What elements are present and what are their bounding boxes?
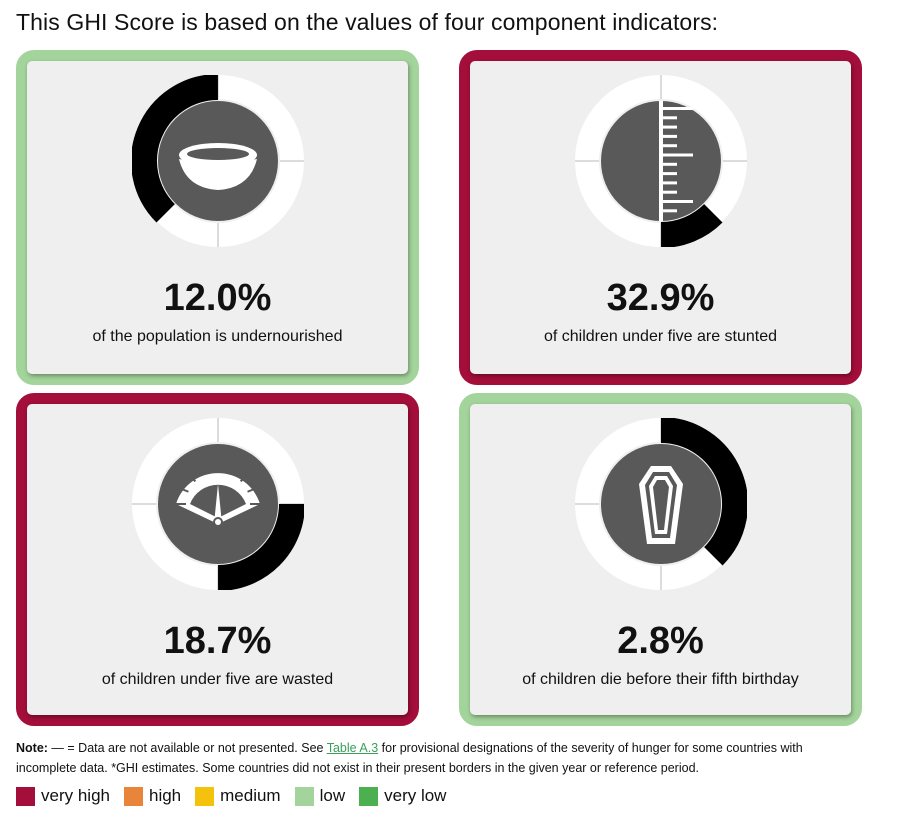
card-panel: 2.8% of children die before their fifth … bbox=[470, 404, 851, 715]
indicator-value: 2.8% bbox=[617, 620, 704, 662]
ruler-tick bbox=[662, 153, 693, 157]
ruler-tick bbox=[662, 209, 677, 213]
indicator-card-child-mortality: 2.8% of children die before their fifth … bbox=[459, 393, 862, 726]
note-text-after: for provisional designations of the seve… bbox=[16, 741, 803, 775]
legend-swatch bbox=[16, 786, 35, 806]
indicator-value: 12.0% bbox=[163, 277, 272, 319]
indicator-arc bbox=[660, 203, 723, 247]
ruler-tick bbox=[662, 200, 693, 203]
ruler-tick bbox=[662, 172, 677, 176]
scale-tick bbox=[178, 487, 189, 493]
legend-label: high bbox=[148, 786, 182, 805]
ruler-tick bbox=[662, 181, 677, 185]
legend-item-high: high bbox=[123, 786, 182, 806]
indicator-value: 32.9% bbox=[606, 277, 715, 319]
card-panel: 18.7% of children under five are wasted bbox=[27, 404, 408, 715]
legend-label: very high bbox=[41, 786, 110, 805]
indicator-card-wasting: 18.7% of children under five are wasted bbox=[16, 393, 419, 726]
indicator-gauge bbox=[574, 418, 747, 590]
footnote: Note: — = Data are not available or not … bbox=[16, 738, 866, 778]
legend-item-very-high: very high bbox=[16, 786, 110, 806]
legend-label: low bbox=[319, 786, 346, 805]
coffin-icon bbox=[638, 466, 683, 544]
legend-item-low: low bbox=[294, 786, 346, 806]
indicator-value: 18.7% bbox=[163, 620, 272, 662]
indicator-gauge bbox=[131, 418, 304, 590]
card-panel: 32.9% of children under five are stunted bbox=[470, 61, 851, 374]
scale-tick bbox=[187, 473, 196, 483]
ruler-tick bbox=[662, 107, 693, 110]
indicator-label: of children die before their fifth birth… bbox=[522, 671, 799, 688]
indicator-arc bbox=[131, 75, 218, 223]
ruler-tick bbox=[662, 134, 677, 138]
legend-swatch bbox=[294, 786, 314, 806]
table-a3-link[interactable]: Table A.3 bbox=[326, 741, 379, 755]
indicator-gauge bbox=[574, 75, 747, 247]
indicator-card-undernourishment: 12.0% of the population is undernourishe… bbox=[16, 50, 419, 385]
scale-tick bbox=[239, 473, 248, 483]
scale-tick bbox=[228, 464, 235, 475]
scale-tick bbox=[246, 487, 257, 493]
legend-swatch bbox=[123, 786, 143, 806]
indicator-card-stunting: 32.9% of children under five are stunted bbox=[459, 50, 862, 385]
indicator-label: of the population is undernourished bbox=[92, 328, 343, 345]
severity-legend: very high high medium low very low bbox=[16, 786, 460, 806]
bowl-icon bbox=[178, 143, 257, 190]
indicator-arc bbox=[660, 418, 747, 566]
weight-scale-icon bbox=[175, 462, 260, 527]
ruler-tick bbox=[662, 190, 677, 194]
indicator-label: of children under five are stunted bbox=[543, 328, 778, 345]
indicator-arc bbox=[217, 503, 304, 590]
legend-label: very low bbox=[384, 786, 447, 805]
scale-tick bbox=[200, 464, 207, 475]
page-title: This GHI Score is based on the values of… bbox=[16, 9, 719, 35]
indicator-gauge bbox=[131, 75, 304, 247]
legend-item-medium: medium bbox=[195, 786, 281, 806]
height-ruler-icon bbox=[658, 101, 693, 221]
note-text-before: — = Data are not available or not presen… bbox=[47, 741, 327, 755]
legend-swatch bbox=[195, 786, 215, 806]
ruler-tick bbox=[662, 125, 677, 129]
legend-label: medium bbox=[220, 786, 281, 805]
ruler-tick bbox=[662, 162, 677, 166]
note-label: Note: bbox=[16, 741, 48, 755]
ruler-tick bbox=[662, 116, 677, 120]
legend-swatch bbox=[359, 786, 379, 806]
card-panel: 12.0% of the population is undernourishe… bbox=[27, 61, 408, 374]
indicator-label: of children under five are wasted bbox=[101, 671, 334, 688]
ruler-tick bbox=[662, 144, 677, 148]
legend-item-very-low: very low bbox=[359, 786, 446, 806]
